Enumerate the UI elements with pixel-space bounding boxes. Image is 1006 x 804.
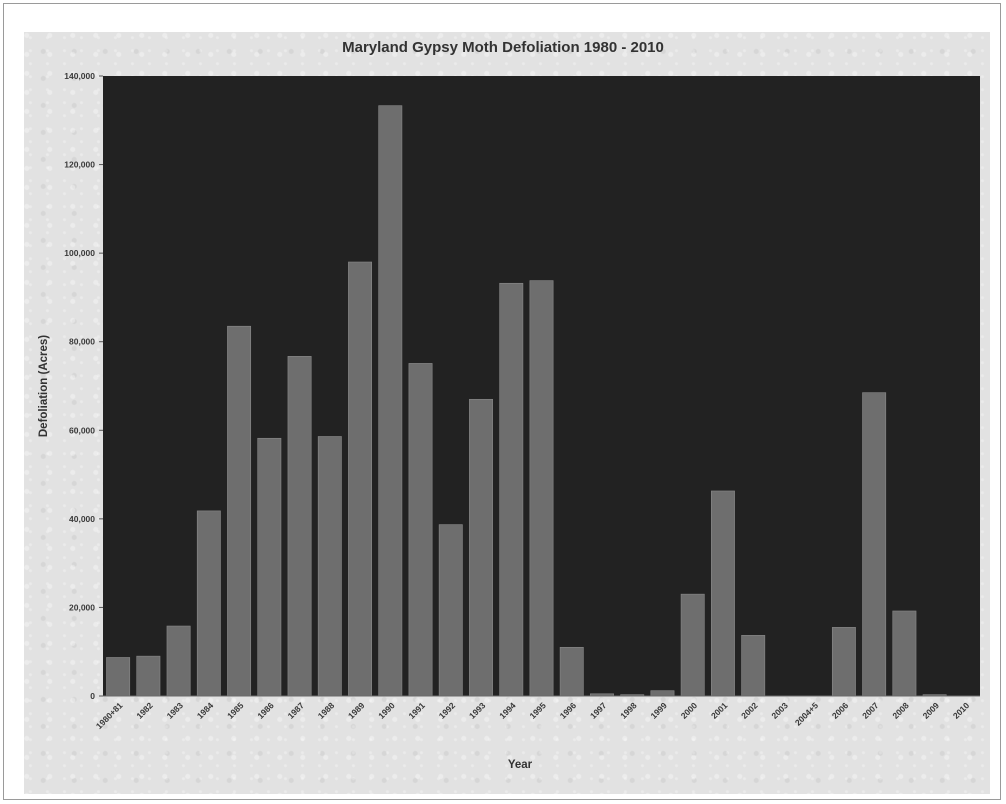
bar-1984 [196, 510, 221, 697]
bar-1999 [650, 690, 675, 697]
y-tick-label: 120,000 [64, 160, 95, 170]
x-tick-label: 1993 [467, 700, 488, 721]
bar-2006 [831, 627, 856, 697]
x-tick-label: 1992 [437, 700, 458, 721]
x-tick-label: 1995 [527, 700, 548, 721]
x-tick-label: 2006 [830, 700, 851, 721]
bar-1988 [317, 436, 342, 697]
bar-1994 [499, 282, 524, 697]
y-tick-label: 140,000 [64, 71, 95, 81]
bar-1987 [287, 356, 312, 697]
bar-1996 [559, 646, 584, 697]
y-tick-label: 20,000 [69, 602, 95, 612]
x-tick-label: 1996 [558, 700, 579, 721]
bar-2007 [862, 392, 887, 697]
x-tick-label: 2003 [769, 700, 790, 721]
x-tick-label: 2009 [921, 700, 942, 721]
x-tick-label: 1984 [195, 700, 216, 721]
bar-2002 [741, 635, 766, 697]
x-tick-label: 1997 [588, 700, 609, 721]
x-tick-label: 2000 [679, 700, 700, 721]
x-tick-label: 1986 [255, 700, 276, 721]
x-tick-label: 1988 [316, 700, 337, 721]
x-tick-label: 1999 [648, 700, 669, 721]
x-tick-label: 1998 [618, 700, 639, 721]
y-tick-label: 100,000 [64, 248, 95, 258]
x-tick-label: 1989 [346, 700, 367, 721]
bar-1980+81 [106, 657, 131, 697]
y-tick-label: 60,000 [69, 425, 95, 435]
y-tick-label: 0 [90, 691, 95, 701]
x-tick-label: 2010 [951, 700, 972, 721]
bar-2008 [892, 610, 917, 697]
bar-1986 [257, 437, 282, 697]
x-tick-label: 2007 [860, 700, 881, 721]
x-tick-label: 1983 [165, 700, 186, 721]
bar-1983 [166, 625, 191, 697]
bar-1990 [378, 105, 403, 697]
x-tick-label: 1980+81 [94, 700, 125, 731]
bar-1995 [529, 280, 554, 697]
y-axis-label: Defoliation (Acres) [38, 335, 50, 437]
x-tick-label: 1982 [134, 700, 155, 721]
chart-title: Maryland Gypsy Moth Defoliation 1980 - 2… [342, 39, 664, 56]
y-axis-ticks: 0 20,000 40,000 60,000 80,000 100,000 120,000 1… [64, 71, 103, 701]
y-tick-label: 40,000 [69, 514, 95, 524]
x-axis-label: Year [508, 759, 533, 771]
bars-group [106, 105, 947, 697]
bar-1989 [348, 261, 373, 697]
bar-1993 [469, 398, 493, 697]
x-tick-label: 1990 [376, 700, 397, 721]
x-tick-label: 1987 [286, 700, 307, 721]
x-tick-label: 2001 [709, 700, 730, 721]
bar-1982 [136, 655, 161, 697]
x-tick-label: 2004+5 [793, 700, 820, 727]
x-tick-label: 1991 [406, 700, 427, 721]
x-tick-label: 1985 [225, 700, 246, 721]
y-tick-label: 80,000 [69, 337, 95, 347]
bar-2000 [680, 593, 705, 697]
x-tick-label: 1994 [497, 700, 518, 721]
bar-1985 [227, 325, 252, 697]
bar-2001 [711, 490, 735, 697]
x-axis-ticks: 1980+81 1982 1983 1984 1985 1986 1987 1988 1989 1… [94, 700, 972, 731]
x-tick-label: 2008 [890, 700, 911, 721]
bar-1991 [408, 363, 433, 697]
x-tick-label: 2002 [739, 700, 760, 721]
bar-1992 [438, 524, 463, 697]
